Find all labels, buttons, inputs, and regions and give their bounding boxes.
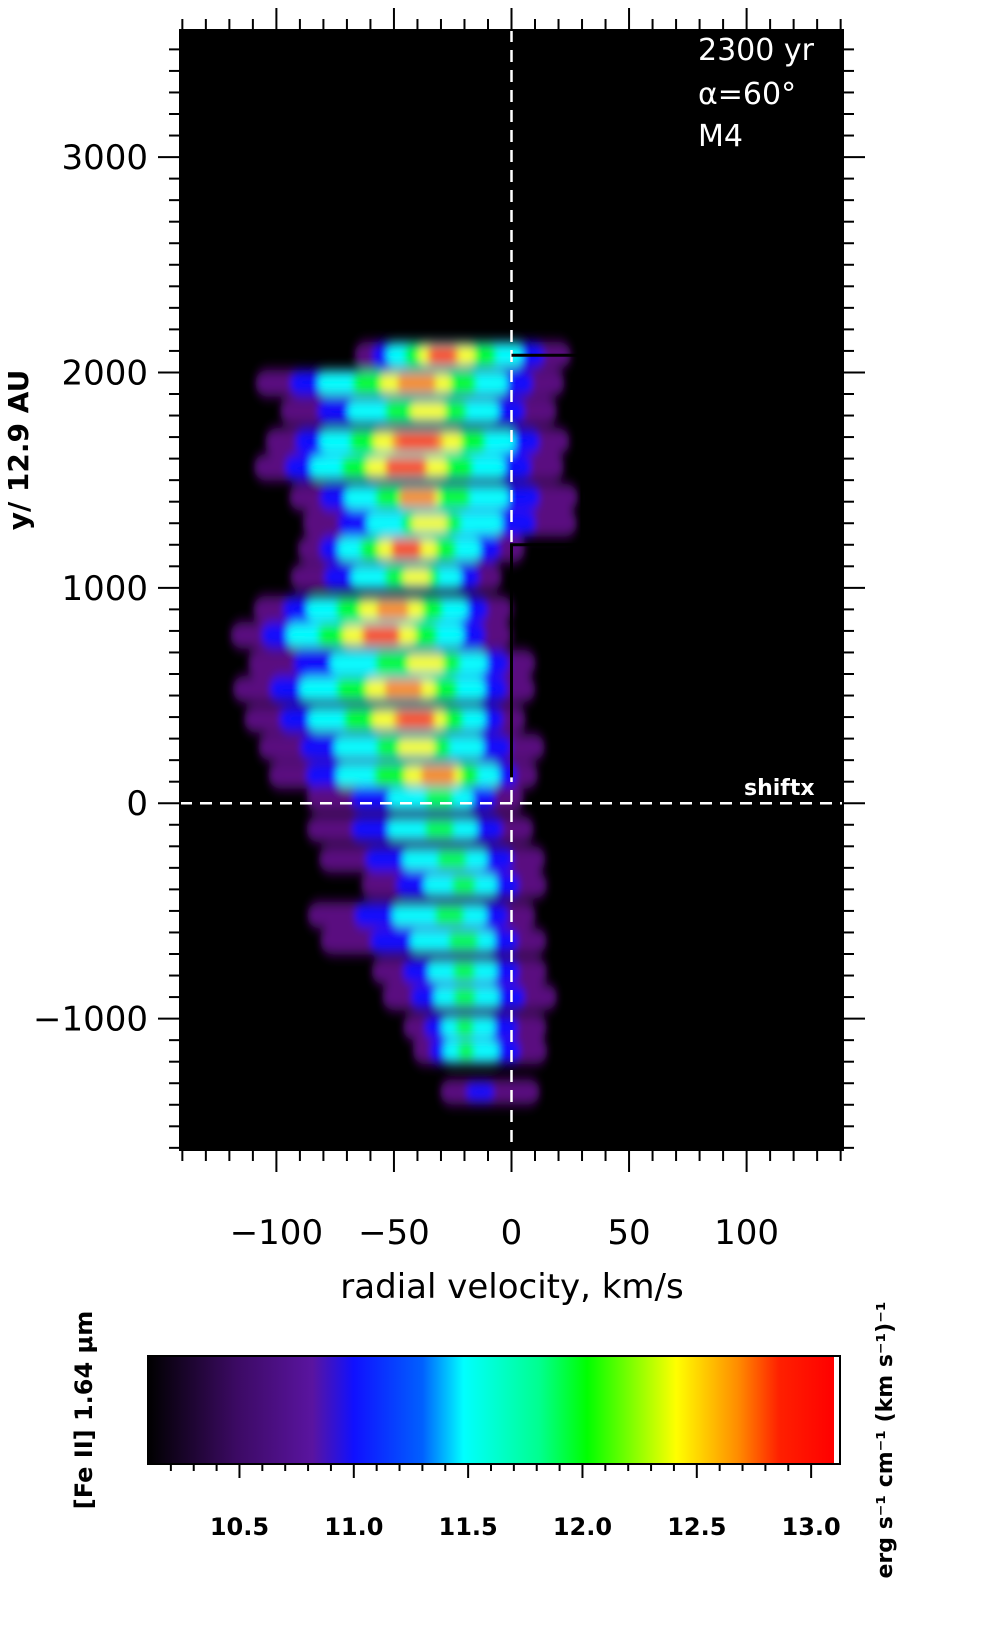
colorbar-ticks: 10.5 11.0 11.5 12.0 12.5 13.0 bbox=[169, 1464, 841, 1541]
emission-band bbox=[454, 1019, 475, 1036]
x-axis-label: radial velocity, km/s bbox=[340, 1267, 683, 1307]
y-ticks: −1000 0 1000 2000 3000 bbox=[33, 48, 865, 1149]
profile-line bbox=[510, 353, 584, 778]
colorbar-tick-label: 11.5 bbox=[439, 1513, 498, 1541]
emission-row bbox=[264, 427, 571, 455]
x-tick-label: 100 bbox=[714, 1213, 779, 1253]
colorbar-gradient bbox=[148, 1356, 834, 1464]
emission-row bbox=[247, 649, 537, 677]
emission-row bbox=[319, 927, 548, 955]
emission-band bbox=[383, 680, 424, 698]
emission-band bbox=[402, 569, 431, 586]
emission-band bbox=[410, 515, 448, 531]
y-tick-label: 3000 bbox=[61, 138, 148, 178]
emission-band bbox=[398, 489, 437, 506]
colorbar-tick-label: 12.0 bbox=[553, 1513, 612, 1541]
colorbar-left-label: [Fe II] 1.64 μm bbox=[70, 1311, 98, 1509]
emission-band bbox=[434, 906, 466, 924]
emission-row bbox=[354, 341, 572, 369]
colorbar-tick-label: 10.5 bbox=[210, 1513, 269, 1541]
emission-band bbox=[436, 851, 468, 868]
emission-row bbox=[230, 621, 513, 649]
y-tick-label: −1000 bbox=[33, 1000, 148, 1040]
colorbar-tick-label: 13.0 bbox=[782, 1513, 841, 1541]
y-tick-label: 0 bbox=[126, 784, 148, 824]
colorbar-tick-label: 11.0 bbox=[324, 1513, 383, 1541]
emission-band bbox=[424, 821, 456, 838]
y-tick-label: 1000 bbox=[61, 569, 148, 609]
emission-band bbox=[396, 374, 437, 392]
emission-row bbox=[297, 535, 526, 563]
emission-row bbox=[360, 871, 548, 899]
main-plot: −100 −50 0 50 100 −1000 0 1000 2000 3000 radial … bbox=[2, 8, 865, 1307]
emission-row bbox=[252, 595, 514, 623]
colorbar-unit-label: erg s⁻¹ cm⁻¹ (km s⁻¹)⁻¹ bbox=[873, 1302, 898, 1579]
emission-row bbox=[267, 761, 539, 789]
y-tick-label: 2000 bbox=[61, 353, 148, 393]
colorbar-tick-label: 12.5 bbox=[667, 1513, 726, 1541]
x-tick-label: −100 bbox=[230, 1213, 323, 1253]
emission-band bbox=[452, 963, 477, 980]
emission-band bbox=[451, 877, 477, 894]
annotation-angle: α=60° bbox=[698, 77, 796, 112]
emission-band bbox=[375, 600, 410, 618]
emission-band bbox=[424, 790, 455, 807]
x-tick-label: −50 bbox=[358, 1213, 430, 1253]
annotation-shiftx: shiftx bbox=[744, 776, 815, 801]
emission-row bbox=[402, 1013, 548, 1041]
x-tick-label: 50 bbox=[607, 1213, 650, 1253]
emission-row bbox=[318, 845, 546, 873]
x-tick-label: 0 bbox=[501, 1213, 523, 1253]
y-axis-label: y/ 12.9 AU bbox=[2, 370, 35, 531]
emission-row bbox=[243, 705, 527, 733]
emission-row bbox=[289, 563, 503, 591]
emission-band bbox=[363, 627, 401, 643]
emission-row bbox=[306, 901, 537, 929]
emission-row bbox=[302, 509, 578, 537]
emission-row bbox=[279, 397, 558, 425]
x-ticks: −100 −50 0 50 100 bbox=[181, 8, 842, 1253]
emission-row bbox=[253, 453, 565, 481]
emission-row bbox=[306, 785, 524, 813]
emission-band bbox=[409, 402, 447, 420]
colorbar-frame bbox=[147, 1355, 841, 1465]
emission-band bbox=[406, 654, 445, 672]
emission-row bbox=[381, 983, 558, 1011]
emission-band bbox=[456, 1042, 476, 1060]
emission-row bbox=[412, 1037, 548, 1065]
emission-band bbox=[397, 433, 438, 450]
emission-band bbox=[397, 739, 436, 756]
emission-row bbox=[257, 733, 546, 761]
emission-band bbox=[390, 541, 421, 557]
annotation-time: 2300 yr bbox=[698, 33, 815, 68]
emission-band bbox=[426, 347, 456, 363]
emission-map bbox=[230, 341, 579, 1105]
annotation-model: M4 bbox=[698, 119, 743, 154]
emission-band bbox=[465, 1082, 495, 1101]
emission-row bbox=[254, 369, 565, 397]
emission-row bbox=[288, 483, 579, 511]
emission-row bbox=[306, 815, 535, 843]
emission-row bbox=[232, 675, 536, 703]
emission-band bbox=[452, 989, 477, 1005]
emission-band bbox=[447, 933, 479, 949]
emission-band bbox=[385, 459, 426, 475]
emission-band bbox=[420, 767, 456, 784]
emission-band bbox=[399, 711, 436, 727]
emission-row bbox=[439, 1079, 541, 1105]
emission-row bbox=[371, 957, 548, 985]
colorbar: 10.5 11.0 11.5 12.0 12.5 13.0 [Fe II] 1.64 μm… bbox=[70, 1302, 898, 1579]
